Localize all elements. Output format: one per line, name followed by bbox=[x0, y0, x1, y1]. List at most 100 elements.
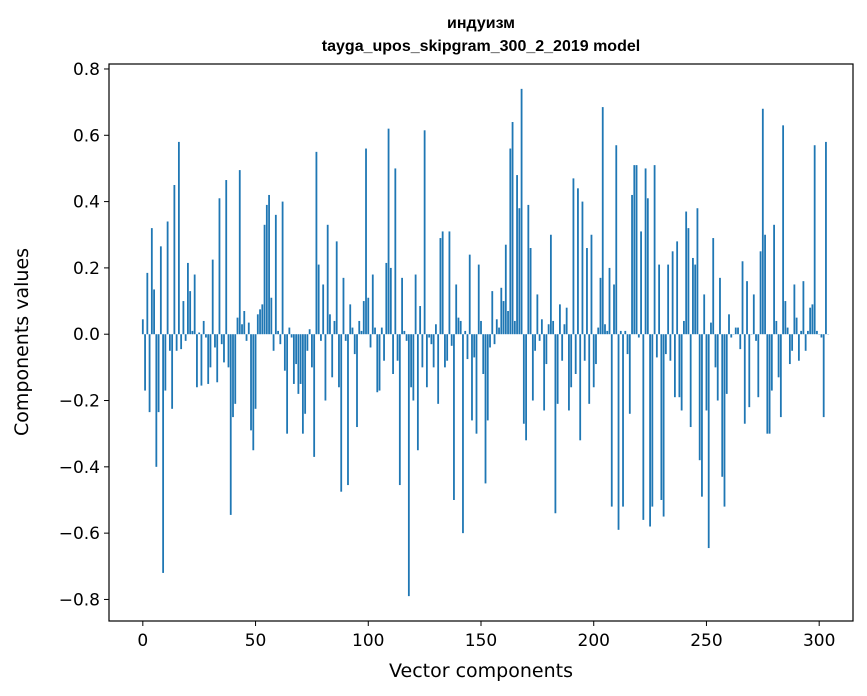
bar bbox=[698, 334, 701, 461]
bar bbox=[236, 317, 239, 335]
bar bbox=[175, 334, 178, 351]
bar bbox=[297, 334, 300, 394]
bar bbox=[583, 334, 586, 361]
bar bbox=[155, 334, 158, 467]
bar bbox=[637, 334, 640, 338]
bar bbox=[822, 334, 825, 418]
x-tick-label: 100 bbox=[352, 631, 384, 651]
bar bbox=[268, 194, 270, 335]
bar bbox=[800, 330, 803, 335]
bar bbox=[570, 334, 573, 388]
bar bbox=[238, 170, 241, 335]
bar bbox=[367, 297, 370, 335]
bar bbox=[437, 334, 440, 404]
bar bbox=[378, 334, 381, 391]
bar bbox=[538, 334, 541, 341]
bar bbox=[168, 334, 171, 351]
bar bbox=[205, 334, 207, 338]
bar bbox=[439, 238, 442, 335]
bar bbox=[633, 165, 636, 335]
bar bbox=[344, 334, 347, 341]
bar bbox=[716, 334, 719, 401]
bar bbox=[450, 334, 453, 346]
bar bbox=[202, 320, 205, 335]
bar bbox=[159, 246, 162, 335]
bar bbox=[223, 334, 225, 363]
bar bbox=[351, 327, 354, 335]
y-tick-label: 0.4 bbox=[73, 193, 100, 213]
y-tick-label: 0.8 bbox=[73, 60, 100, 80]
plot-frame bbox=[108, 63, 854, 622]
bar bbox=[669, 334, 672, 361]
bar bbox=[513, 320, 516, 335]
bar bbox=[525, 334, 527, 441]
bar bbox=[723, 334, 726, 507]
bar bbox=[428, 334, 431, 338]
bar bbox=[802, 281, 805, 335]
bar bbox=[144, 334, 146, 391]
bar bbox=[392, 334, 394, 374]
bar bbox=[673, 334, 676, 398]
bar bbox=[504, 244, 507, 335]
bar bbox=[759, 251, 762, 335]
bar bbox=[658, 264, 661, 335]
bar bbox=[701, 334, 703, 497]
bar bbox=[333, 320, 336, 335]
bar bbox=[482, 334, 485, 374]
bar bbox=[232, 334, 234, 418]
x-tick-label: 50 bbox=[245, 631, 267, 651]
bar bbox=[288, 327, 291, 335]
bar bbox=[606, 330, 609, 335]
bar bbox=[326, 224, 329, 335]
bar bbox=[211, 259, 214, 335]
bar bbox=[198, 332, 201, 335]
bar bbox=[263, 224, 266, 335]
y-tick-label: −0.2 bbox=[59, 392, 100, 412]
bar bbox=[536, 294, 539, 335]
bar bbox=[349, 304, 352, 335]
bar bbox=[459, 320, 462, 335]
bar bbox=[171, 334, 174, 409]
bar bbox=[631, 194, 633, 335]
bar bbox=[563, 324, 566, 335]
bar bbox=[484, 334, 487, 484]
bar bbox=[529, 248, 532, 335]
bar bbox=[649, 334, 651, 527]
x-tick-label: 200 bbox=[578, 631, 610, 651]
bar bbox=[184, 334, 187, 341]
bar bbox=[507, 311, 509, 335]
y-tick-label: −0.6 bbox=[59, 524, 100, 544]
x-tick-label: 250 bbox=[690, 631, 722, 651]
bar bbox=[601, 107, 604, 335]
bar bbox=[416, 334, 419, 451]
bar bbox=[193, 274, 196, 335]
bar bbox=[495, 319, 498, 335]
y-tick-label: −0.8 bbox=[59, 590, 100, 610]
bar bbox=[561, 334, 564, 361]
bar bbox=[752, 294, 755, 335]
bar bbox=[435, 324, 437, 335]
bar bbox=[141, 319, 144, 335]
bar bbox=[214, 334, 216, 348]
bar bbox=[660, 334, 663, 500]
bar bbox=[241, 324, 243, 335]
bar bbox=[283, 334, 286, 371]
bar bbox=[610, 334, 613, 507]
bar bbox=[491, 291, 494, 335]
bar bbox=[811, 304, 814, 335]
bar bbox=[468, 254, 471, 335]
bar bbox=[577, 188, 579, 335]
bar bbox=[353, 334, 356, 355]
bar bbox=[419, 306, 422, 335]
bar bbox=[615, 145, 618, 335]
bar bbox=[694, 264, 697, 335]
bar bbox=[689, 334, 692, 428]
bar bbox=[766, 334, 769, 434]
bar bbox=[651, 334, 654, 507]
bar bbox=[613, 284, 615, 335]
bar bbox=[216, 334, 219, 383]
bar bbox=[425, 334, 428, 388]
bar bbox=[290, 334, 293, 338]
bar bbox=[173, 185, 176, 335]
bar bbox=[299, 334, 302, 384]
